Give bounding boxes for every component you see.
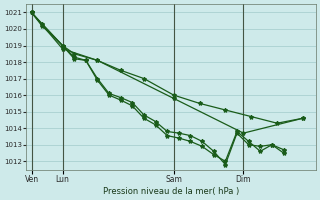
X-axis label: Pression niveau de la mer( hPa ): Pression niveau de la mer( hPa ) <box>103 187 239 196</box>
